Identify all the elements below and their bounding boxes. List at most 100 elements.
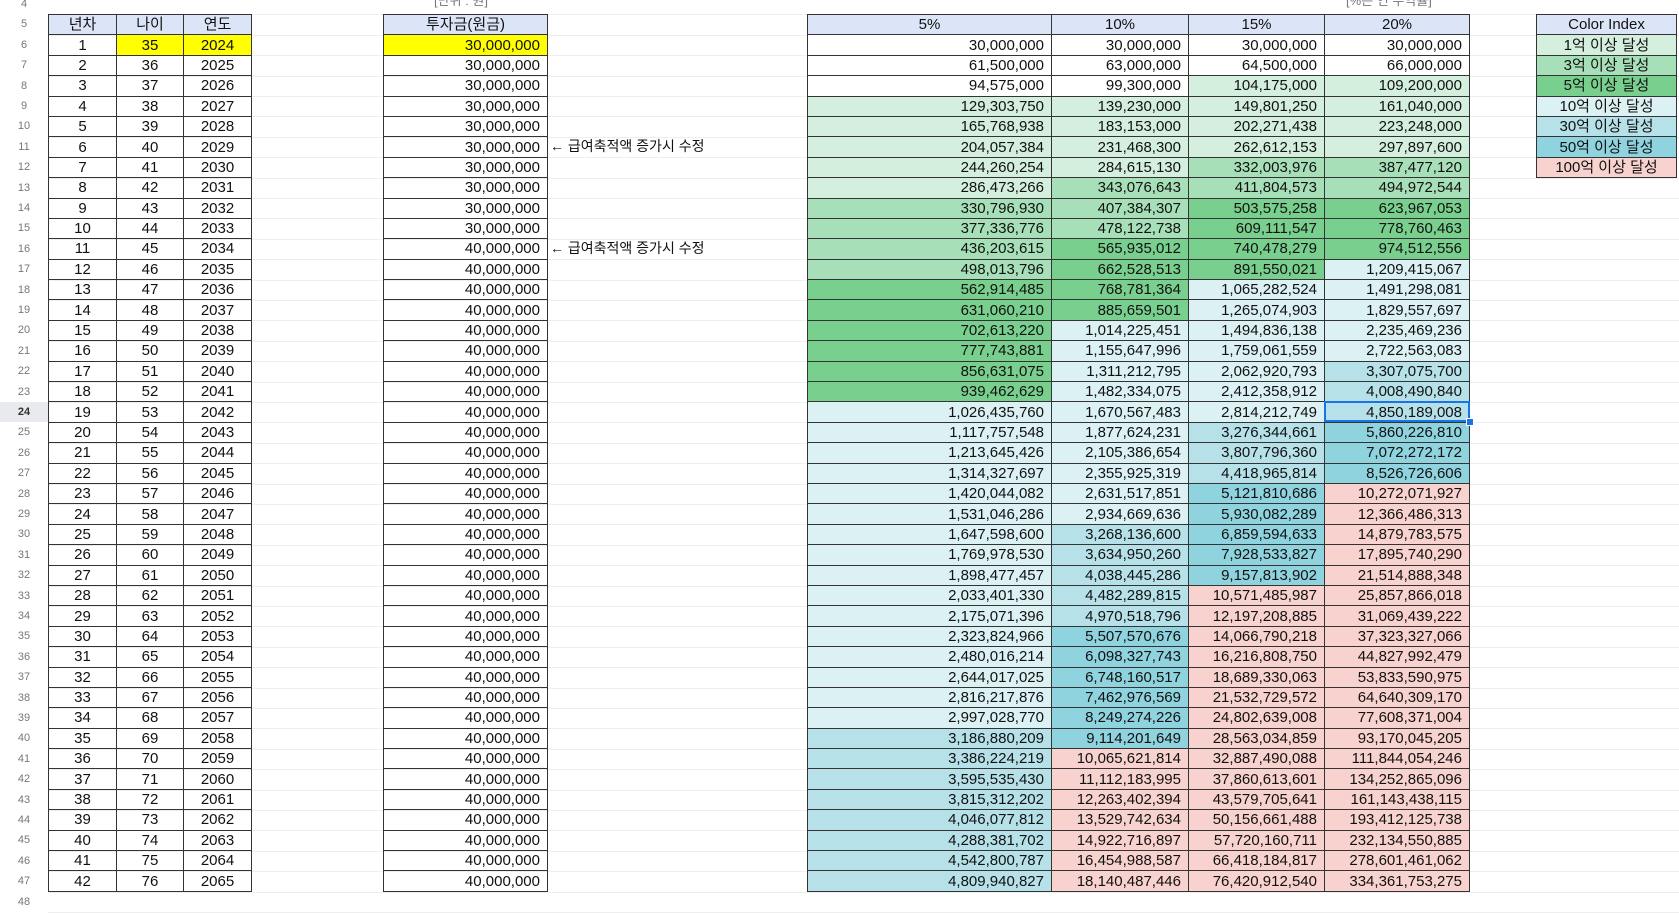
edit-note[interactable]: ← 급여축적액 증가시 수정 — [550, 138, 705, 155]
return-cell[interactable]: 12,366,486,313 — [1324, 503, 1470, 525]
table-cell[interactable]: 2060 — [183, 768, 252, 790]
return-cell[interactable]: 702,613,220 — [807, 319, 1052, 342]
return-cell[interactable]: 1,155,647,996 — [1051, 340, 1189, 362]
table-cell[interactable]: 56 — [116, 462, 184, 484]
row-number[interactable]: 37 — [17, 671, 31, 684]
return-cell[interactable]: 3,268,136,600 — [1051, 523, 1189, 546]
table-cell[interactable]: 5 — [48, 115, 117, 138]
table-cell[interactable]: 2034 — [183, 238, 252, 260]
row-number[interactable]: 17 — [17, 263, 31, 276]
table-cell[interactable]: 2038 — [183, 319, 252, 342]
return-cell[interactable]: 3,815,312,202 — [807, 788, 1052, 811]
table-cell[interactable]: 29 — [48, 605, 117, 627]
row-number[interactable]: 47 — [17, 875, 31, 888]
investment-cell[interactable]: 30,000,000 — [383, 217, 548, 240]
investment-cell[interactable]: 40,000,000 — [383, 381, 548, 403]
row-number[interactable]: 12 — [17, 161, 31, 174]
table-cell[interactable]: 2065 — [183, 870, 252, 892]
table-cell[interactable]: 43 — [116, 197, 184, 219]
investment-cell[interactable]: 30,000,000 — [383, 115, 548, 138]
row-number[interactable]: 19 — [17, 304, 31, 316]
return-cell[interactable]: 2,997,028,770 — [807, 707, 1052, 729]
table-cell[interactable]: 75 — [116, 850, 184, 872]
return-cell[interactable]: 4,418,965,814 — [1188, 462, 1325, 484]
return-cell[interactable]: 286,473,266 — [807, 177, 1052, 199]
return-cell[interactable]: 609,111,547 — [1188, 217, 1325, 240]
table-cell[interactable]: 28 — [48, 584, 117, 607]
return-cell[interactable]: 66,418,184,817 — [1188, 850, 1325, 872]
return-cell[interactable]: 21,532,729,572 — [1188, 686, 1325, 709]
table-cell[interactable]: 2039 — [183, 340, 252, 362]
investment-cell[interactable]: 40,000,000 — [383, 707, 548, 729]
table-cell[interactable]: 19 — [48, 401, 117, 423]
row-number[interactable]: 38 — [17, 691, 31, 704]
return-cell[interactable]: 61,500,000 — [807, 54, 1052, 77]
investment-cell[interactable]: 40,000,000 — [383, 788, 548, 811]
return-cell[interactable]: 262,612,153 — [1188, 136, 1325, 158]
return-cell[interactable]: 6,859,594,633 — [1188, 523, 1325, 546]
investment-cell[interactable]: 40,000,000 — [383, 340, 548, 362]
row-number[interactable]: 30 — [17, 528, 31, 541]
table-cell[interactable]: 35 — [48, 727, 117, 750]
table-cell[interactable]: 2043 — [183, 421, 252, 444]
return-cell[interactable]: 3,807,796,360 — [1188, 442, 1325, 464]
return-cell[interactable]: 4,809,940,827 — [807, 870, 1052, 892]
return-cell[interactable]: 1,117,757,548 — [807, 421, 1052, 444]
return-cell[interactable]: 10,571,485,987 — [1188, 584, 1325, 607]
table-cell[interactable]: 34 — [48, 707, 117, 729]
investment-cell[interactable]: 40,000,000 — [383, 646, 548, 668]
table-cell[interactable]: 61 — [116, 564, 184, 586]
return-cell[interactable]: 740,478,279 — [1188, 238, 1325, 260]
return-cell[interactable]: 1,494,836,138 — [1188, 319, 1325, 342]
row-number[interactable]: 25 — [17, 426, 31, 439]
return-cell[interactable]: 30,000,000 — [1324, 34, 1470, 56]
return-cell[interactable]: 7,072,272,172 — [1324, 442, 1470, 464]
return-cell[interactable]: 93,170,045,205 — [1324, 727, 1470, 750]
return-cell[interactable]: 278,601,461,062 — [1324, 850, 1470, 872]
row-number[interactable]: 8 — [20, 79, 28, 92]
return-cell[interactable]: 30,000,000 — [807, 34, 1052, 56]
investment-cell[interactable]: 40,000,000 — [383, 564, 548, 586]
return-cell[interactable]: 10,065,621,814 — [1051, 748, 1189, 770]
table-cell[interactable]: 67 — [116, 686, 184, 709]
column-header[interactable]: 나이 — [116, 13, 184, 36]
table-cell[interactable]: 69 — [116, 727, 184, 750]
table-cell[interactable]: 2057 — [183, 707, 252, 729]
row-number[interactable]: 33 — [17, 589, 31, 602]
table-cell[interactable]: 12 — [48, 258, 117, 281]
return-cell[interactable]: 109,200,000 — [1324, 75, 1470, 97]
rate-header[interactable]: 15% — [1188, 13, 1325, 36]
table-cell[interactable]: 49 — [116, 319, 184, 342]
table-cell[interactable]: 30 — [48, 625, 117, 648]
table-cell[interactable]: 57 — [116, 482, 184, 505]
return-cell[interactable]: 2,934,669,636 — [1051, 503, 1189, 525]
table-cell[interactable]: 39 — [116, 115, 184, 138]
table-cell[interactable]: 2029 — [183, 136, 252, 158]
return-cell[interactable]: 1,898,477,457 — [807, 564, 1052, 586]
return-cell[interactable]: 204,057,384 — [807, 136, 1052, 158]
return-cell[interactable]: 77,608,371,004 — [1324, 707, 1470, 729]
return-cell[interactable]: 778,760,463 — [1324, 217, 1470, 240]
return-cell[interactable]: 1,647,598,600 — [807, 523, 1052, 546]
return-cell[interactable]: 343,076,643 — [1051, 177, 1189, 199]
table-cell[interactable]: 40 — [48, 829, 117, 852]
column-header[interactable]: 년차 — [48, 13, 117, 36]
table-cell[interactable]: 38 — [116, 95, 184, 117]
table-cell[interactable]: 2051 — [183, 584, 252, 607]
table-cell[interactable]: 37 — [116, 75, 184, 97]
return-cell[interactable]: 2,412,358,912 — [1188, 381, 1325, 403]
table-cell[interactable]: 2028 — [183, 115, 252, 138]
investment-cell[interactable]: 30,000,000 — [383, 136, 548, 158]
row-number[interactable]: 24 — [0, 402, 48, 423]
return-cell[interactable]: 1,026,435,760 — [807, 401, 1052, 423]
return-cell[interactable]: 2,480,016,214 — [807, 646, 1052, 668]
investment-cell[interactable]: 40,000,000 — [383, 360, 548, 383]
table-cell[interactable]: 2025 — [183, 54, 252, 77]
table-cell[interactable]: 21 — [48, 442, 117, 464]
return-cell[interactable]: 2,062,920,793 — [1188, 360, 1325, 383]
table-cell[interactable]: 2024 — [183, 34, 252, 56]
row-number[interactable]: 36 — [17, 650, 31, 663]
table-cell[interactable]: 27 — [48, 564, 117, 586]
row-number[interactable]: 15 — [17, 222, 31, 235]
table-cell[interactable]: 2049 — [183, 544, 252, 566]
